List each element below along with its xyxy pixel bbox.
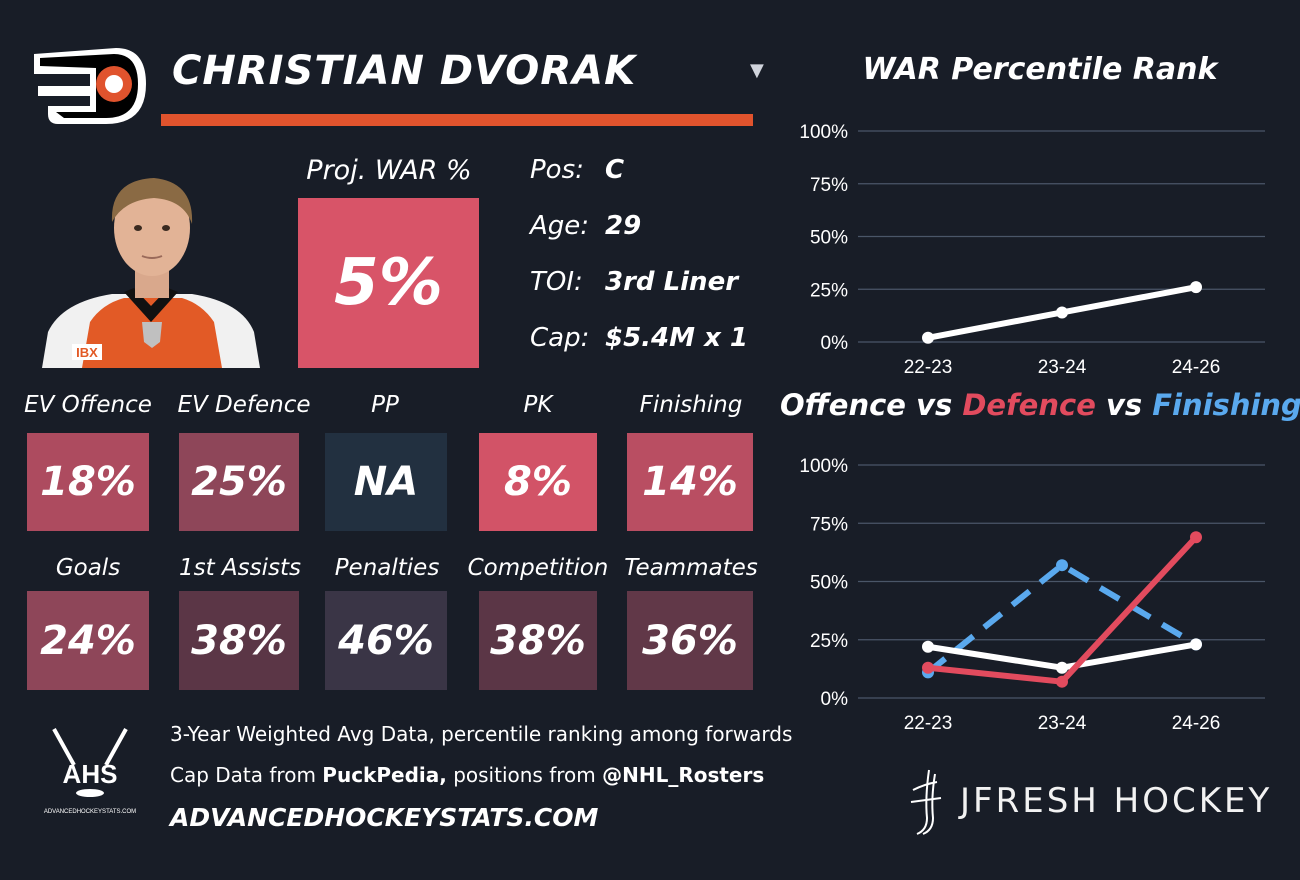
title-finishing: Finishing	[1152, 388, 1300, 422]
tile-label-ev-offence: EV Offence	[24, 392, 152, 418]
site-link[interactable]: ADVANCEDHOCKEYSTATS.COM	[170, 803, 599, 832]
title-defence: Defence	[962, 388, 1096, 422]
components-chart-ytick-label: 0%	[821, 689, 849, 710]
offence-defence-finishing-chart: 0% 25% 50% 75% 100% 22-23 23-24 24-26	[799, 456, 1265, 734]
war-chart-point	[1190, 281, 1202, 294]
war-chart-ytick-label: 25%	[810, 280, 848, 301]
components-chart-series-line-0	[926, 562, 1198, 675]
tile-pk: 8%	[479, 433, 597, 531]
player-name: CHRISTIAN DVORAK	[172, 48, 637, 94]
tile-pp: NA	[325, 433, 447, 531]
title-offence: Offence	[780, 388, 906, 422]
war-chart-ytick-label: 0%	[821, 333, 849, 354]
components-chart-point	[1190, 638, 1202, 651]
components-chart-xtick-label: 24-26	[1172, 713, 1221, 734]
tile-label-pp: PP	[371, 392, 399, 418]
war-chart-xtick-label: 23-24	[1038, 357, 1087, 378]
war-chart-xtick-label: 24-26	[1172, 357, 1221, 378]
title-vs-1: vs	[905, 388, 963, 422]
components-chart-ytick-label: 50%	[810, 573, 848, 594]
tile-label-penalties: Penalties	[334, 555, 440, 581]
tile-label-teammates: Teammates	[624, 555, 758, 581]
jfresh-brand: JFRESH HOCKEY	[960, 781, 1273, 821]
tile-penalties: 46%	[325, 591, 447, 690]
components-chart-ytick-label: 100%	[799, 456, 848, 477]
war-chart-ytick-label: 100%	[799, 122, 848, 143]
tile-ev-defence: 25%	[179, 433, 299, 531]
player-select-caret-icon[interactable]: ▼	[750, 60, 764, 81]
jfresh-stick-icon	[910, 769, 942, 835]
svg-text:IBX: IBX	[76, 345, 98, 360]
war-chart-ytick-label: 75%	[810, 175, 848, 196]
components-chart-point	[922, 661, 934, 674]
tile-finishing: 14%	[627, 433, 753, 531]
tile-label-goals: Goals	[55, 555, 121, 581]
tile-label-competition: Competition	[467, 555, 609, 581]
tile-competition: 38%	[479, 591, 597, 690]
info-toi: TOI: 3rd Liner	[530, 267, 739, 297]
tile-label-finishing: Finishing	[639, 392, 743, 418]
components-chart-series-line-2	[925, 534, 1199, 685]
war-chart-ytick-label: 50%	[810, 228, 848, 249]
flyers-logo	[34, 48, 146, 124]
name-underline	[161, 114, 753, 126]
proj-war-label: Proj. WAR %	[306, 155, 472, 186]
info-pos: Pos: C	[530, 155, 625, 185]
components-chart-ytick-label: 25%	[810, 631, 848, 652]
tile-label-pk: PK	[523, 392, 553, 418]
war-chart-point	[1056, 306, 1068, 319]
tile-label-ev-defence: EV Defence	[177, 392, 311, 418]
war-chart-xtick-label: 22-23	[904, 357, 953, 378]
components-chart-xtick-label: 22-23	[904, 713, 953, 734]
war-chart-point	[922, 331, 934, 344]
info-age: Age: 29	[530, 211, 642, 241]
footer-credits: Cap Data from PuckPedia, positions from …	[170, 763, 765, 787]
proj-war-value: 5%	[298, 198, 479, 368]
components-chart-point	[1056, 661, 1068, 674]
footer-data-note: 3-Year Weighted Avg Data, percentile ran…	[170, 722, 793, 746]
title-vs-2: vs	[1095, 388, 1153, 422]
ahs-logo: AHS ADVANCEDHOCKEYSTATS.COM	[44, 728, 136, 815]
tile-label-1st-assists: 1st Assists	[178, 555, 302, 581]
tile-goals: 24%	[27, 591, 149, 690]
components-chart-title: Offence vs Defence vs Finishing	[780, 388, 1300, 422]
components-chart-point	[1056, 675, 1068, 688]
svg-text:ADVANCEDHOCKEYSTATS.COM: ADVANCEDHOCKEYSTATS.COM	[44, 809, 136, 815]
components-chart-xtick-label: 23-24	[1038, 713, 1087, 734]
info-cap: Cap: $5.4M x 1	[530, 323, 748, 353]
war-chart-title: WAR Percentile Rank	[862, 52, 1218, 87]
components-chart-point	[922, 640, 934, 653]
components-chart-ytick-label: 75%	[810, 514, 848, 535]
components-chart-point	[1056, 559, 1068, 572]
player-headshot: IBX	[42, 178, 260, 368]
war-percentile-chart: 0% 25% 50% 75% 100% 22-23 23-24 24-26	[799, 122, 1265, 378]
svg-text:AHS: AHS	[63, 759, 118, 789]
tile-ev-offence: 18%	[27, 433, 149, 531]
tile-1st-assists: 38%	[179, 591, 299, 690]
tile-teammates: 36%	[627, 591, 753, 690]
components-chart-point	[1190, 531, 1202, 544]
